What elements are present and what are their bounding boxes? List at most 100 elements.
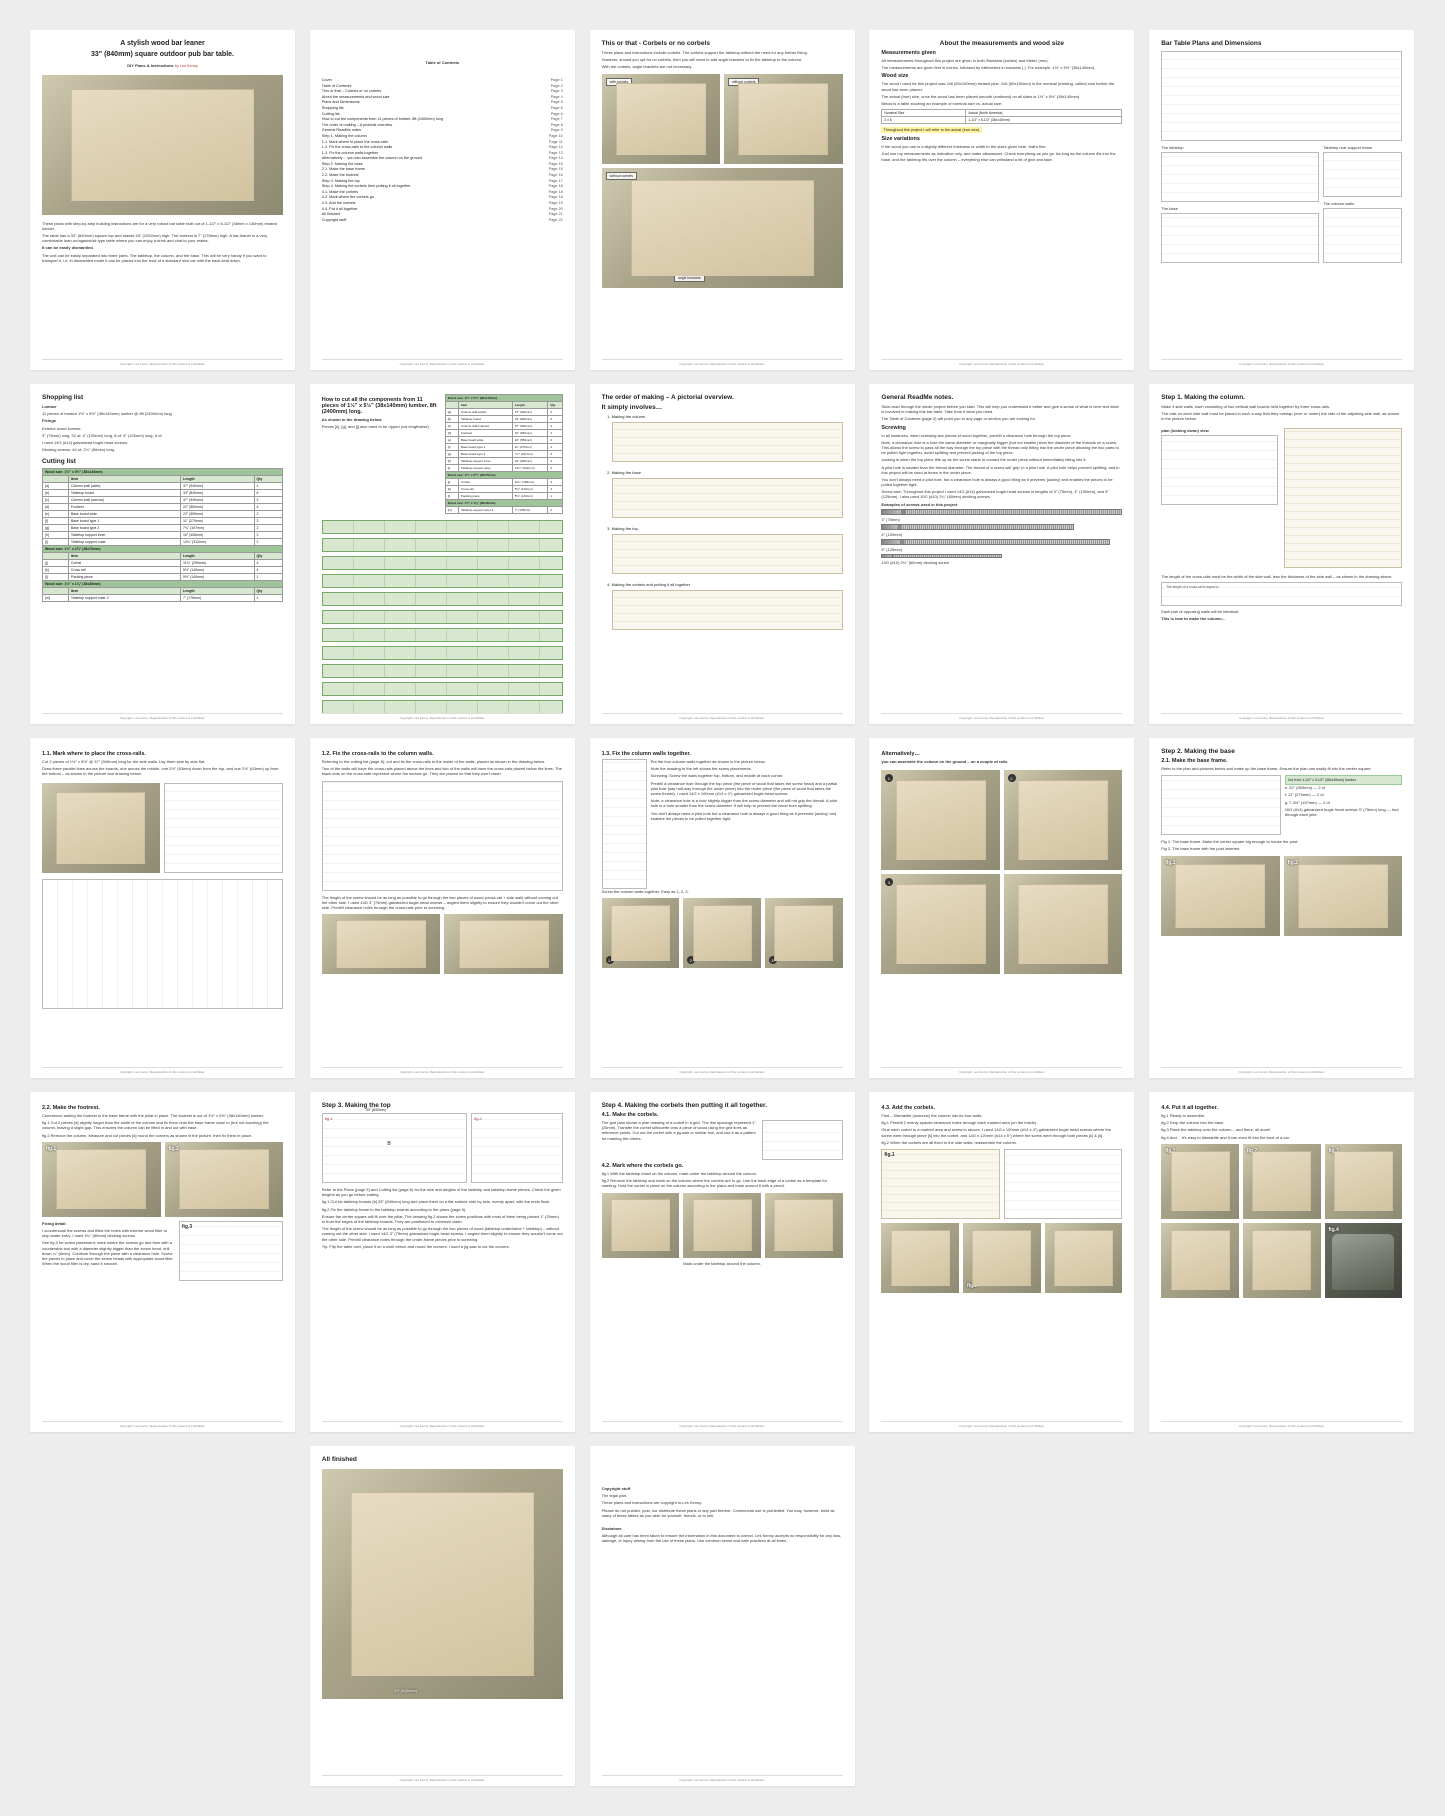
p14-photo: 2.: [1004, 770, 1123, 870]
p5-l1: The column walls: [1323, 201, 1402, 206]
lumber-bar: [322, 628, 563, 642]
lumber-bar: [322, 664, 563, 678]
page-6-shopping-cutting: Shopping list Lumber 11 pieces of treate…: [30, 384, 295, 724]
p6-fixings: Fixings: [42, 418, 56, 423]
page-footer: Copyright. Les Kenny. Reproduction of th…: [42, 359, 283, 366]
p18-h2: 4.2. Mark where the corbels go.: [602, 1163, 843, 1169]
lumber-bar: [322, 520, 563, 534]
p13-photo: 1.: [602, 898, 680, 968]
p9-title: General ReadMe notes.: [881, 394, 1122, 401]
p14-photo: 1.: [881, 770, 1000, 870]
step-diagram: [612, 478, 843, 518]
p9-p1: Skim-read through the whole project befo…: [881, 404, 1122, 414]
p13-title: 1.3. Fix the column walls together.: [602, 751, 843, 757]
page-5-plans: Bar Table Plans and Dimensions The table…: [1149, 30, 1414, 370]
cover-photo: [42, 75, 283, 215]
page-13: 1.3. Fix the column walls together. Put …: [590, 738, 855, 1078]
frame-diagram: [1323, 152, 1402, 197]
car-photo: fig.4: [1325, 1223, 1403, 1298]
p21-title: All finished: [322, 1456, 563, 1463]
photo-angle-brackets: without corbels angle brackets: [602, 168, 843, 288]
p19-photo: [881, 1223, 959, 1293]
p18-title: Step 4. Making the corbels then putting …: [602, 1102, 843, 1109]
photo-without-corbels: without corbels: [724, 74, 843, 164]
lumber-bar: [322, 646, 563, 660]
p9-p6: A pilot hole is smaller than the thread …: [881, 465, 1122, 475]
p7-title: How to cut all the components from 11 pi…: [322, 397, 439, 415]
p10-p4: Each pair of opposing walls will be iden…: [1161, 609, 1402, 614]
cover-bold: It can be easily dismantled.: [42, 245, 94, 250]
plan-view-diagram: [1161, 435, 1278, 505]
p16-photo: fig.1: [42, 1142, 161, 1217]
page-20: 4.4. Put it all together. fig.1 Ready to…: [1149, 1092, 1414, 1432]
lumber-bar: [322, 610, 563, 624]
p11-photo: [42, 783, 160, 873]
p10-p1: Make 4 side walls, each consisting of tw…: [1161, 404, 1402, 409]
page-footer: Copyright. Les Kenny. Reproduction of th…: [1161, 713, 1402, 720]
cutting-list-table: Wood size: 1½" x 5½" (38x140mm)ItemLengt…: [42, 468, 283, 602]
p8-title: The order of making – A pictorial overvi…: [602, 394, 843, 401]
p9-p2: The Table of Contents (page 2) will poin…: [881, 416, 1122, 421]
equation-diagram: The length of a cross-rail is equal to: [1161, 582, 1402, 606]
lumber-bar: [322, 556, 563, 570]
p4-p1: All measurements throughout this project…: [881, 58, 1122, 63]
p6-fix2: 3" (75mm) long, 32 of; 4" (100mm) long, …: [42, 433, 283, 438]
page-footer: Copyright. Les Kenny. Reproduction of th…: [602, 359, 843, 366]
column-diagram: [1323, 208, 1402, 263]
cover-para-2: The table has a 33" (840mm) square top a…: [42, 233, 283, 243]
p5-l0: The tabletop: [1161, 145, 1319, 150]
p5-l3: Tabletop rear support frame: [1323, 145, 1402, 150]
p13-diagram: [602, 759, 647, 889]
page-footer: Copyright. Les Kenny. Reproduction of th…: [602, 713, 843, 720]
label-with: with corbels: [606, 78, 632, 86]
p14-photo: [1004, 874, 1123, 974]
cover-para-1: These plans with step-by-step building i…: [42, 221, 283, 231]
p5-title: Bar Table Plans and Dimensions: [1161, 40, 1402, 47]
p4-p7: Just use my measurements as indicative o…: [881, 151, 1122, 161]
p10-p2: The rails on each side wall must be plac…: [1161, 411, 1402, 421]
fig3-diagram: fig.3: [179, 1221, 283, 1281]
step-diagram: [612, 422, 843, 462]
p22-dis: Disclaimer: [602, 1526, 622, 1531]
order-steps: Making the columnMaking the baseMaking t…: [602, 414, 843, 630]
p7-note: Pieces [k], [g], and [j] also need to be…: [322, 424, 439, 429]
p4-p4: The actual (true) size, once the wood ha…: [881, 94, 1122, 99]
tabletop-diagram: [1161, 152, 1319, 202]
spacer: [30, 1446, 296, 1786]
page-8-order: The order of making – A pictorial overvi…: [590, 384, 855, 724]
p3-p2: However, should you opt for no corbels, …: [602, 57, 843, 62]
page-21-finished: All finished 33" (840mm) Copyright. Les …: [310, 1446, 575, 1786]
p9-p5: Jacking is when the top piece lifts up a…: [881, 457, 1122, 462]
byline: by Les Kenny: [175, 64, 198, 68]
p13-photo: 3.: [765, 898, 843, 968]
step-diagram: [612, 534, 843, 574]
page-9-readme: General ReadMe notes. Skim-read through …: [869, 384, 1134, 724]
p19-photo: [1045, 1223, 1123, 1293]
p15-diagram: [1161, 775, 1281, 835]
page-footer: Copyright. Les Kenny. Reproduction of th…: [322, 713, 563, 720]
page-footer: Copyright. Les Kenny. Reproduction of th…: [881, 359, 1122, 366]
fig2-diagram: fig.2: [471, 1113, 563, 1183]
fig1-diagram: 33" (840mm) fig.1 B: [322, 1113, 467, 1183]
page-4-measurements: About the measurements and wood size Mea…: [869, 30, 1134, 370]
p18-photo: [683, 1193, 761, 1258]
p11-diagram-2: [42, 879, 283, 1009]
p11-title: 1.1. Mark where to place the cross-rails…: [42, 751, 283, 757]
p12-title: 1.2. Fix the cross-rails to the column w…: [322, 751, 563, 757]
screw-icon: [881, 554, 1002, 558]
page-footer: Copyright. Les Kenny. Reproduction of th…: [1161, 359, 1402, 366]
column-3d-diagram: [1284, 428, 1403, 568]
page-footer: Copyright. Les Kenny. Reproduction of th…: [322, 359, 563, 366]
page-11: 1.1. Mark where to place the cross-rails…: [30, 738, 295, 1078]
finished-photo: 33" (840mm): [322, 1469, 563, 1699]
page-footer: Copyright. Les Kenny. Reproduction of th…: [602, 1421, 843, 1428]
p6-title1: Shopping list: [42, 394, 283, 401]
lumber-bar: [322, 592, 563, 606]
label-brackets: angle brackets: [674, 274, 705, 282]
p20-photo: fig.2: [1243, 1144, 1321, 1219]
corbel-section: [1004, 1149, 1123, 1219]
cover-para-3: The unit can be easily separated into th…: [42, 253, 283, 263]
p15-title: Step 2. Making the base: [1161, 748, 1402, 755]
p9-p8: Screw size: Throughout this project I us…: [881, 489, 1122, 499]
toc-item: Copyright stuff: [322, 217, 538, 223]
